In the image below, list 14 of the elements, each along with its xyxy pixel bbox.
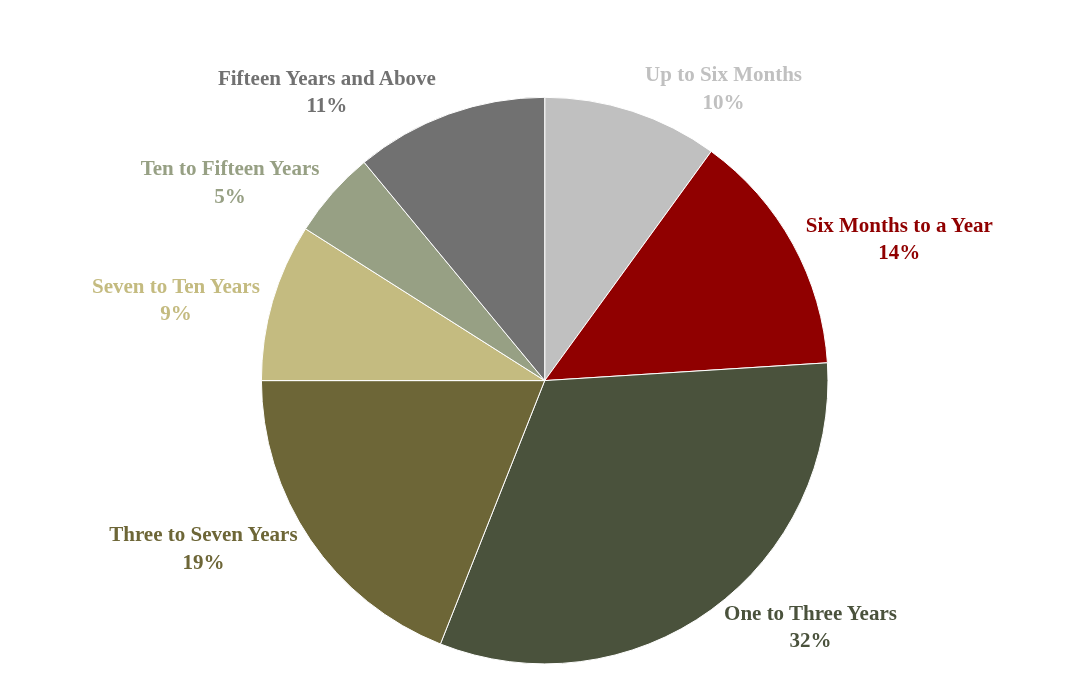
slice-label: Fifteen Years and Above xyxy=(217,65,436,90)
data-label: 11% xyxy=(306,93,348,117)
slice-label: Up to Six Months xyxy=(645,62,803,87)
data-label: 32% xyxy=(789,628,832,653)
slice-label: One to Three Years xyxy=(724,600,897,625)
slice-label: Ten to Fifteen Years xyxy=(140,156,320,181)
slice-label: Six Months to a Year xyxy=(805,212,993,237)
slice-label: Three to Seven Years xyxy=(109,522,298,547)
data-label: 5% xyxy=(214,183,246,208)
data-label: 14% xyxy=(878,239,921,264)
data-label: 19% xyxy=(182,549,225,574)
data-label: 10% xyxy=(702,89,745,114)
data-label: 9% xyxy=(160,301,192,326)
slice-label: Seven to Ten Years xyxy=(92,273,260,298)
